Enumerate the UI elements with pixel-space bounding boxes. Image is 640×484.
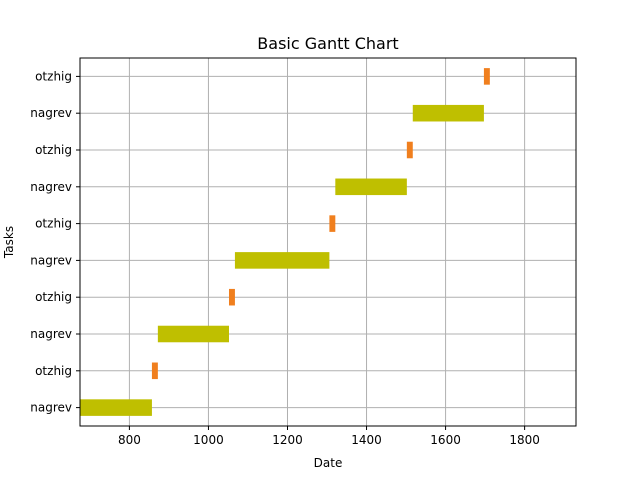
x-tick-label: 1200 [272,433,303,447]
task-bar-nagrev [335,178,407,196]
task-bar-nagrev [157,325,229,343]
x-tick-label: 1400 [351,433,382,447]
task-bar-otzhig [228,288,235,306]
chart-title: Basic Gantt Chart [257,34,398,53]
y-tick-label: nagrev [30,327,72,341]
task-bar-otzhig [483,68,490,85]
y-tick-label: nagrev [30,253,72,267]
task-bar-nagrev [80,399,152,416]
y-tick-label: otzhig [35,364,72,378]
x-tick-label: 1600 [430,433,461,447]
task-bar-nagrev [234,252,330,269]
task-bar-nagrev [412,104,484,122]
y-tick-label: nagrev [30,401,72,415]
task-bar-otzhig [406,141,413,159]
y-tick-label: otzhig [35,69,72,83]
y-axis-title: Tasks [2,226,16,259]
x-tick-label: 800 [118,433,141,447]
y-tick-label: otzhig [35,143,72,157]
x-tick-label: 1000 [193,433,224,447]
bar-layer [80,68,490,416]
grid-layer [80,58,576,426]
x-axis-title: Date [314,456,343,470]
y-tick-label: nagrev [30,180,72,194]
y-tick-label: nagrev [30,106,72,120]
task-bar-otzhig [151,362,158,380]
tick-layer: 800 1000 1200 1400 1600 1800 nagrev otzhig nagre… [30,69,540,447]
x-tick-label: 1800 [509,433,540,447]
y-tick-label: otzhig [35,290,72,304]
y-tick-label: otzhig [35,217,72,231]
plot-frame [79,57,577,427]
task-bar-otzhig [329,215,336,232]
